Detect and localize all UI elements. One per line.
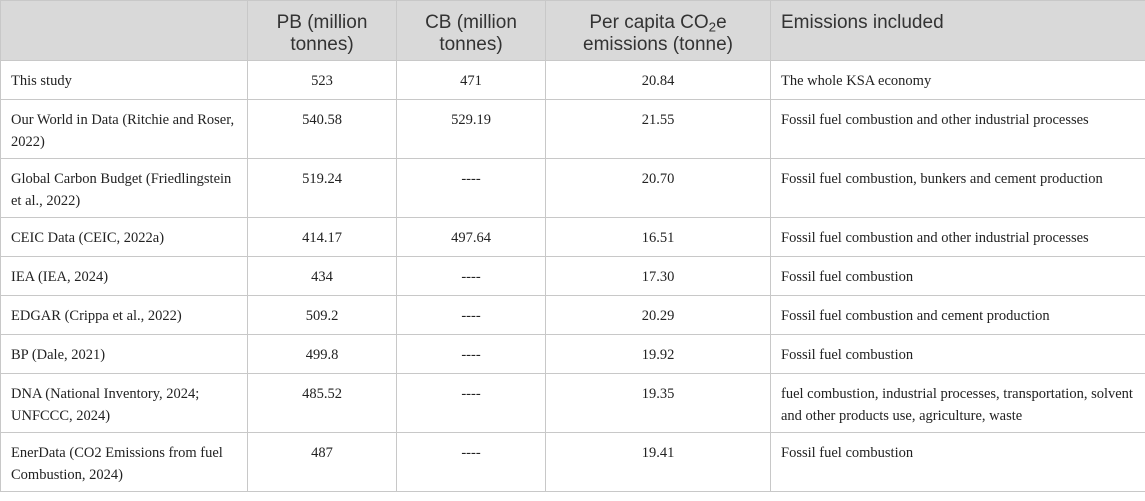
cell-cb: ----	[396, 432, 546, 492]
table-row: This study 523 471 20.84 The whole KSA econo…	[0, 60, 1145, 100]
cell-pb: 485.52	[247, 373, 397, 433]
cell-emissions: The whole KSA economy	[770, 60, 1145, 100]
header-per-capita: Per capita CO2e emissions (tonne)	[545, 0, 771, 61]
cell-per-capita: 20.29	[545, 295, 771, 335]
table-row: EnerData (CO2 Emissions from fuel Combus…	[0, 432, 1145, 492]
cell-emissions: fuel combustion, industrial processes, t…	[770, 373, 1145, 433]
cell-emissions: Fossil fuel combustion	[770, 334, 1145, 374]
cell-pb: 540.58	[247, 99, 397, 159]
cell-pb: 519.24	[247, 158, 397, 218]
cell-source: This study	[0, 60, 248, 100]
table-row: BP (Dale, 2021) 499.8 ---- 19.92 Fossil fuel…	[0, 334, 1145, 374]
cell-cb: ----	[396, 295, 546, 335]
cell-pb: 487	[247, 432, 397, 492]
cell-pb: 499.8	[247, 334, 397, 374]
cell-source: EnerData (CO2 Emissions from fuel Combus…	[0, 432, 248, 492]
table-row: Global Carbon Budget (Friedlingstein et …	[0, 158, 1145, 218]
header-pb: PB (million tonnes)	[247, 0, 397, 61]
cell-pb: 523	[247, 60, 397, 100]
cell-source: CEIC Data (CEIC, 2022a)	[0, 217, 248, 257]
table-row: IEA (IEA, 2024) 434 ---- 17.30 Fossil fuel c…	[0, 256, 1145, 296]
header-row: PB (million tonnes) CB (million tonnes) …	[0, 0, 1145, 61]
cell-source: IEA (IEA, 2024)	[0, 256, 248, 296]
cell-pb: 414.17	[247, 217, 397, 257]
cell-pb: 509.2	[247, 295, 397, 335]
cell-source: EDGAR (Crippa et al., 2022)	[0, 295, 248, 335]
cell-emissions: Fossil fuel combustion, bunkers and ceme…	[770, 158, 1145, 218]
header-per-capita-suffix: e emissions (tonne)	[583, 12, 733, 55]
header-per-capita-prefix: Per capita CO	[589, 12, 709, 33]
cell-cb: ----	[396, 158, 546, 218]
cell-per-capita: 19.35	[545, 373, 771, 433]
table-row: Our World in Data (Ritchie and Roser, 20…	[0, 99, 1145, 159]
table-row: CEIC Data (CEIC, 2022a) 414.17 497.64 16.51…	[0, 217, 1145, 257]
cell-emissions: Fossil fuel combustion	[770, 256, 1145, 296]
cell-emissions: Fossil fuel combustion and other industr…	[770, 99, 1145, 159]
cell-per-capita: 20.70	[545, 158, 771, 218]
cell-per-capita: 20.84	[545, 60, 771, 100]
header-per-capita-subscript: 2	[708, 19, 717, 35]
cell-emissions: Fossil fuel combustion and cement produc…	[770, 295, 1145, 335]
table-row: DNA (National Inventory, 2024; UNFCCC, 2…	[0, 373, 1145, 433]
table-body: This study 523 471 20.84 The whole KSA econo…	[0, 60, 1145, 492]
cell-cb: ----	[396, 256, 546, 296]
cell-cb: 529.19	[396, 99, 546, 159]
cell-source: Our World in Data (Ritchie and Roser, 20…	[0, 99, 248, 159]
cell-per-capita: 19.92	[545, 334, 771, 374]
cell-per-capita: 17.30	[545, 256, 771, 296]
cell-per-capita: 16.51	[545, 217, 771, 257]
cell-source: DNA (National Inventory, 2024; UNFCCC, 2…	[0, 373, 248, 433]
cell-cb: ----	[396, 334, 546, 374]
cell-source: Global Carbon Budget (Friedlingstein et …	[0, 158, 248, 218]
cell-pb: 434	[247, 256, 397, 296]
header-cb: CB (million tonnes)	[396, 0, 546, 61]
cell-emissions: Fossil fuel combustion and other industr…	[770, 217, 1145, 257]
cell-source: BP (Dale, 2021)	[0, 334, 248, 374]
cell-per-capita: 21.55	[545, 99, 771, 159]
header-emissions: Emissions included	[770, 0, 1145, 61]
cell-per-capita: 19.41	[545, 432, 771, 492]
cell-cb: 497.64	[396, 217, 546, 257]
cell-cb: ----	[396, 373, 546, 433]
cell-cb: 471	[396, 60, 546, 100]
header-source	[0, 0, 248, 61]
cell-emissions: Fossil fuel combustion	[770, 432, 1145, 492]
table-row: EDGAR (Crippa et al., 2022) 509.2 ---- 20.2…	[0, 295, 1145, 335]
